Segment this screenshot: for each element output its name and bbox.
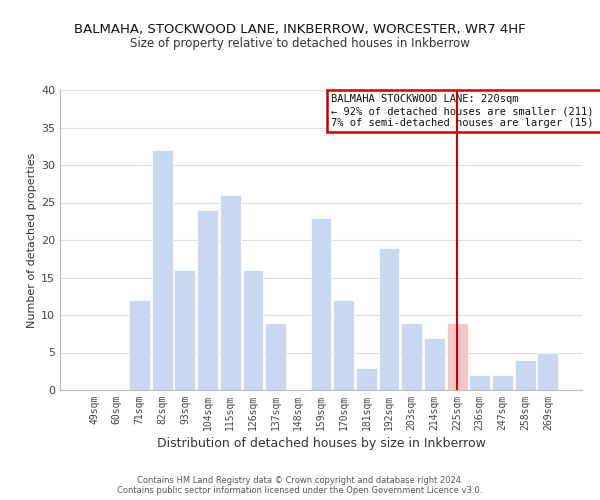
Bar — [129, 300, 150, 390]
Text: Contains HM Land Registry data © Crown copyright and database right 2024.
Contai: Contains HM Land Registry data © Crown c… — [118, 476, 482, 495]
Bar — [175, 270, 196, 390]
Bar — [446, 322, 467, 390]
Bar — [538, 352, 558, 390]
Bar — [492, 375, 513, 390]
Bar — [379, 248, 400, 390]
Y-axis label: Number of detached properties: Number of detached properties — [27, 152, 37, 328]
Bar — [424, 338, 445, 390]
Bar — [401, 322, 422, 390]
X-axis label: Distribution of detached houses by size in Inkberrow: Distribution of detached houses by size … — [157, 437, 485, 450]
Text: BALMAHA STOCKWOOD LANE: 220sqm
← 92% of detached houses are smaller (211)
7% of : BALMAHA STOCKWOOD LANE: 220sqm ← 92% of … — [331, 94, 600, 128]
Bar — [333, 300, 354, 390]
Bar — [311, 218, 331, 390]
Text: BALMAHA, STOCKWOOD LANE, INKBERROW, WORCESTER, WR7 4HF: BALMAHA, STOCKWOOD LANE, INKBERROW, WORC… — [74, 22, 526, 36]
Bar — [265, 322, 286, 390]
Text: Size of property relative to detached houses in Inkberrow: Size of property relative to detached ho… — [130, 38, 470, 51]
Bar — [356, 368, 377, 390]
Bar — [220, 195, 241, 390]
Bar — [197, 210, 218, 390]
Bar — [242, 270, 263, 390]
Bar — [469, 375, 490, 390]
Bar — [515, 360, 536, 390]
Bar — [152, 150, 173, 390]
